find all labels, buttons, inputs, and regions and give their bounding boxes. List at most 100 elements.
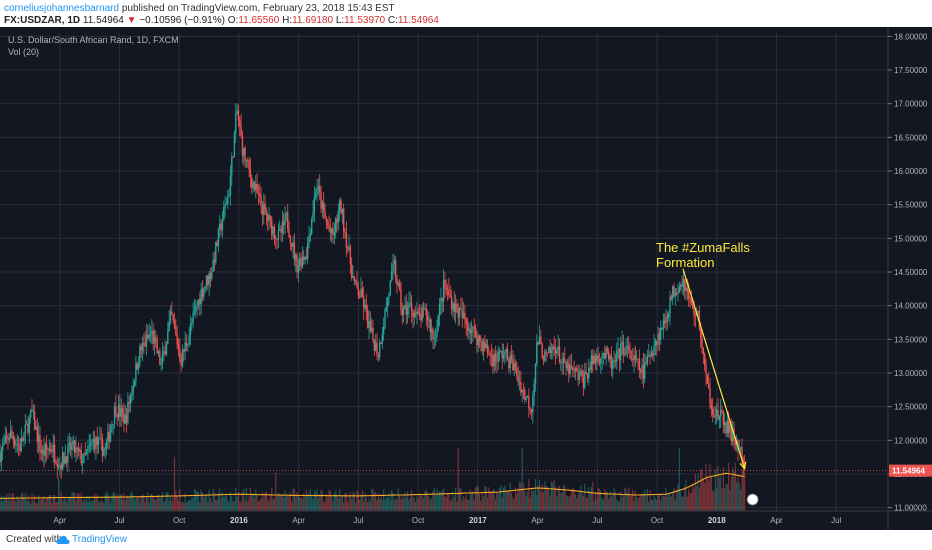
candle-body xyxy=(183,349,185,352)
candle-body xyxy=(385,307,388,310)
volume-bar xyxy=(713,491,715,511)
volume-bar xyxy=(93,493,96,511)
open-value: 11.65560 xyxy=(238,15,280,26)
volume-bar xyxy=(77,492,80,511)
volume-bar xyxy=(592,481,594,511)
volume-bar xyxy=(502,487,505,511)
volume-bar xyxy=(233,501,236,511)
candle-body xyxy=(336,218,338,223)
candle-body xyxy=(284,214,286,226)
candle-body xyxy=(701,338,703,348)
low-value: 11.53970 xyxy=(344,15,386,26)
chart-panel[interactable]: The #ZumaFallsFormation11.0000011.500001… xyxy=(0,27,932,530)
candle-body xyxy=(522,389,525,391)
volume-bar xyxy=(139,501,141,511)
candle-body xyxy=(418,313,421,316)
volume-bar xyxy=(530,489,533,511)
volume-legend: Vol (20) xyxy=(8,47,40,57)
volume-bar xyxy=(407,490,409,511)
candle-body xyxy=(438,303,441,316)
candle-body xyxy=(626,345,629,347)
candle-body xyxy=(693,308,695,316)
candle-body xyxy=(707,383,710,388)
volume-bar xyxy=(553,480,555,511)
volume-bar xyxy=(645,496,647,511)
volume-bar xyxy=(36,503,38,511)
volume-bar xyxy=(88,496,90,511)
volume-bar xyxy=(327,497,329,511)
volume-bar xyxy=(392,492,394,511)
candle-body xyxy=(80,450,82,464)
candle-body xyxy=(470,330,473,334)
tradingview-brand[interactable]: TradingView xyxy=(72,534,128,545)
candle-body xyxy=(23,433,25,441)
volume-bar xyxy=(537,485,539,511)
candle-body xyxy=(164,350,166,355)
candle-body xyxy=(362,296,365,309)
candle-body xyxy=(16,444,19,446)
candle-body xyxy=(640,369,642,373)
volume-bar xyxy=(129,493,132,511)
candle-body xyxy=(256,183,258,193)
candle-body xyxy=(227,195,229,205)
candle-body xyxy=(21,438,24,441)
candle-body xyxy=(171,311,173,315)
low-label: L: xyxy=(335,15,345,26)
candle-body xyxy=(468,328,470,331)
candle-body xyxy=(597,355,599,361)
price-chart[interactable]: The #ZumaFallsFormation11.0000011.500001… xyxy=(0,27,932,530)
volume-bar xyxy=(476,485,478,511)
candle-body xyxy=(742,459,745,463)
candle-body xyxy=(342,208,345,232)
volume-bar xyxy=(144,501,146,511)
volume-bar xyxy=(477,486,479,511)
candle-body xyxy=(108,432,110,442)
candle-body xyxy=(645,362,647,364)
volume-bar xyxy=(493,489,495,511)
candle-body xyxy=(602,352,605,356)
candle-body xyxy=(155,337,157,341)
volume-bar xyxy=(367,502,369,511)
candle-body xyxy=(665,316,667,324)
volume-bar xyxy=(265,491,268,511)
candle-body xyxy=(687,291,690,299)
candle-body xyxy=(99,438,101,439)
volume-bar xyxy=(532,490,534,511)
volume-bar xyxy=(613,487,615,511)
volume-bar xyxy=(376,500,378,511)
candle-body xyxy=(413,312,415,318)
candle-body xyxy=(68,442,70,446)
candle-body xyxy=(179,348,181,359)
volume-bar xyxy=(292,488,294,511)
candle-body xyxy=(440,298,442,304)
price-change: −0.10596 (−0.91%) xyxy=(139,15,225,26)
volume-bar xyxy=(128,496,130,511)
candle-body xyxy=(88,445,90,447)
candle-body xyxy=(48,448,50,451)
volume-bar xyxy=(688,488,690,511)
candle-body xyxy=(536,342,538,364)
candle-body xyxy=(614,360,617,362)
volume-bar xyxy=(492,489,494,511)
author-link[interactable]: corneliusjohannesbarnard xyxy=(4,3,120,14)
candle-body xyxy=(79,450,81,452)
volume-bar xyxy=(12,493,14,511)
ohlc-line: FX:USDZAR, 1D 11.54964 ▼ −0.10596 (−0.91… xyxy=(4,15,439,26)
volume-bar xyxy=(196,491,198,511)
volume-bar xyxy=(309,488,311,511)
volume-bar xyxy=(456,501,458,511)
volume-bar xyxy=(744,461,746,511)
x-tick-label: Oct xyxy=(173,516,186,525)
volume-bar xyxy=(279,494,281,511)
volume-bar xyxy=(725,483,727,511)
volume-bar xyxy=(221,492,224,511)
volume-bar xyxy=(67,498,69,511)
volume-bar xyxy=(377,492,379,511)
volume-bar xyxy=(231,496,233,511)
volume-bar xyxy=(642,493,645,511)
candle-body xyxy=(365,304,368,310)
candle-body xyxy=(239,120,241,126)
candle-body xyxy=(568,363,570,375)
volume-bar xyxy=(636,497,638,511)
volume-bar xyxy=(593,500,595,511)
